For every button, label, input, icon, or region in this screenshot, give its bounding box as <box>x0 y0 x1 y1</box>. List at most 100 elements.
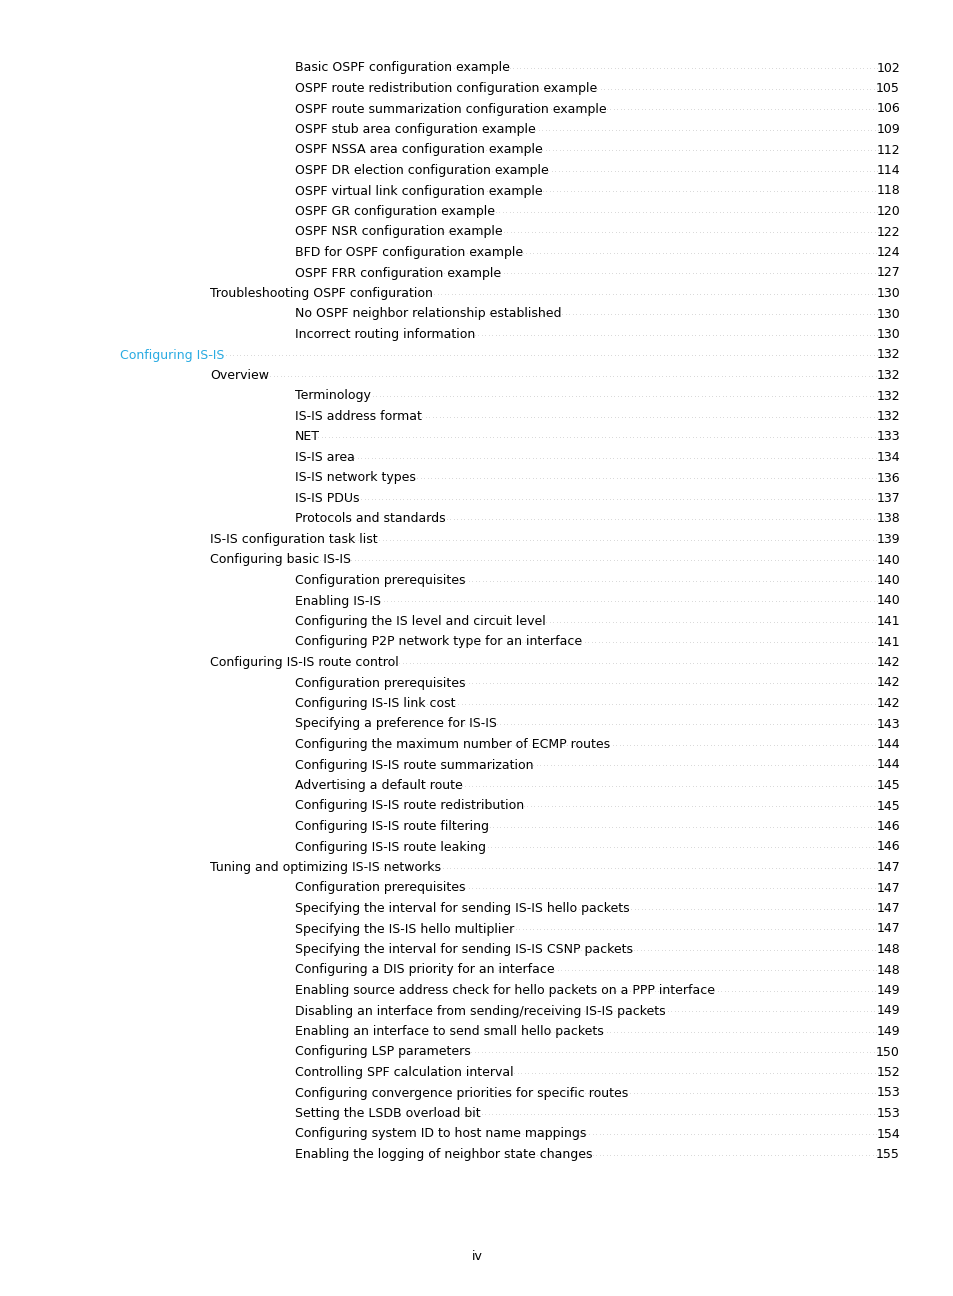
Text: Setting the LSDB overload bit: Setting the LSDB overload bit <box>294 1107 480 1120</box>
Text: Configuring IS-IS route filtering: Configuring IS-IS route filtering <box>294 820 489 833</box>
Text: No OSPF neighbor relationship established: No OSPF neighbor relationship establishe… <box>294 307 561 320</box>
Text: Configuring the IS level and circuit level: Configuring the IS level and circuit lev… <box>294 616 545 629</box>
Text: 144: 144 <box>876 758 899 771</box>
Text: 140: 140 <box>876 595 899 608</box>
Text: 132: 132 <box>876 349 899 362</box>
Text: Configuring IS-IS route leaking: Configuring IS-IS route leaking <box>294 841 485 854</box>
Text: OSPF route summarization configuration example: OSPF route summarization configuration e… <box>294 102 606 115</box>
Text: IS-IS configuration task list: IS-IS configuration task list <box>210 533 377 546</box>
Text: OSPF stub area configuration example: OSPF stub area configuration example <box>294 123 536 136</box>
Text: 102: 102 <box>876 61 899 74</box>
Text: IS-IS PDUs: IS-IS PDUs <box>294 492 359 505</box>
Text: 140: 140 <box>876 553 899 566</box>
Text: OSPF NSSA area configuration example: OSPF NSSA area configuration example <box>294 144 542 157</box>
Text: 155: 155 <box>875 1148 899 1161</box>
Text: Specifying the IS-IS hello multiplier: Specifying the IS-IS hello multiplier <box>294 923 514 936</box>
Text: 145: 145 <box>876 779 899 792</box>
Text: Configuring IS-IS route redistribution: Configuring IS-IS route redistribution <box>294 800 523 813</box>
Text: 147: 147 <box>876 861 899 874</box>
Text: 105: 105 <box>875 82 899 95</box>
Text: 130: 130 <box>876 286 899 299</box>
Text: 138: 138 <box>876 512 899 525</box>
Text: Protocols and standards: Protocols and standards <box>294 512 445 525</box>
Text: 149: 149 <box>876 984 899 997</box>
Text: Enabling source address check for hello packets on a PPP interface: Enabling source address check for hello … <box>294 984 714 997</box>
Text: 148: 148 <box>876 963 899 976</box>
Text: 109: 109 <box>876 123 899 136</box>
Text: 122: 122 <box>876 226 899 238</box>
Text: Configuring convergence priorities for specific routes: Configuring convergence priorities for s… <box>294 1086 628 1099</box>
Text: Configuring P2P network type for an interface: Configuring P2P network type for an inte… <box>294 635 581 648</box>
Text: 137: 137 <box>876 492 899 505</box>
Text: Enabling IS-IS: Enabling IS-IS <box>294 595 380 608</box>
Text: Configuring a DIS priority for an interface: Configuring a DIS priority for an interf… <box>294 963 554 976</box>
Text: 112: 112 <box>876 144 899 157</box>
Text: 132: 132 <box>876 410 899 422</box>
Text: 145: 145 <box>876 800 899 813</box>
Text: 149: 149 <box>876 1004 899 1017</box>
Text: 127: 127 <box>876 267 899 280</box>
Text: 132: 132 <box>876 369 899 382</box>
Text: 124: 124 <box>876 246 899 259</box>
Text: 147: 147 <box>876 881 899 894</box>
Text: 120: 120 <box>876 205 899 218</box>
Text: 146: 146 <box>876 820 899 833</box>
Text: 114: 114 <box>876 165 899 178</box>
Text: 153: 153 <box>876 1107 899 1120</box>
Text: OSPF virtual link configuration example: OSPF virtual link configuration example <box>294 184 542 197</box>
Text: IS-IS network types: IS-IS network types <box>294 472 416 485</box>
Text: Configuration prerequisites: Configuration prerequisites <box>294 881 465 894</box>
Text: Tuning and optimizing IS-IS networks: Tuning and optimizing IS-IS networks <box>210 861 440 874</box>
Text: Overview: Overview <box>210 369 269 382</box>
Text: 132: 132 <box>876 390 899 403</box>
Text: 147: 147 <box>876 902 899 915</box>
Text: 143: 143 <box>876 718 899 731</box>
Text: Configuring IS-IS link cost: Configuring IS-IS link cost <box>294 697 455 710</box>
Text: 142: 142 <box>876 656 899 669</box>
Text: Terminology: Terminology <box>294 390 371 403</box>
Text: 106: 106 <box>876 102 899 115</box>
Text: Configuring IS-IS route control: Configuring IS-IS route control <box>210 656 398 669</box>
Text: 154: 154 <box>876 1128 899 1140</box>
Text: Configuring the maximum number of ECMP routes: Configuring the maximum number of ECMP r… <box>294 737 610 750</box>
Text: OSPF GR configuration example: OSPF GR configuration example <box>294 205 495 218</box>
Text: 136: 136 <box>876 472 899 485</box>
Text: 150: 150 <box>875 1046 899 1059</box>
Text: 146: 146 <box>876 841 899 854</box>
Text: Advertising a default route: Advertising a default route <box>294 779 462 792</box>
Text: Enabling an interface to send small hello packets: Enabling an interface to send small hell… <box>294 1025 603 1038</box>
Text: 149: 149 <box>876 1025 899 1038</box>
Text: 130: 130 <box>876 328 899 341</box>
Text: 134: 134 <box>876 451 899 464</box>
Text: OSPF route redistribution configuration example: OSPF route redistribution configuration … <box>294 82 597 95</box>
Text: 144: 144 <box>876 737 899 750</box>
Text: 148: 148 <box>876 943 899 956</box>
Text: Configuring LSP parameters: Configuring LSP parameters <box>294 1046 470 1059</box>
Text: BFD for OSPF configuration example: BFD for OSPF configuration example <box>294 246 522 259</box>
Text: OSPF DR election configuration example: OSPF DR election configuration example <box>294 165 548 178</box>
Text: Basic OSPF configuration example: Basic OSPF configuration example <box>294 61 509 74</box>
Text: IS-IS area: IS-IS area <box>294 451 355 464</box>
Text: Configuration prerequisites: Configuration prerequisites <box>294 677 465 689</box>
Text: Controlling SPF calculation interval: Controlling SPF calculation interval <box>294 1067 513 1080</box>
Text: 133: 133 <box>876 430 899 443</box>
Text: Configuration prerequisites: Configuration prerequisites <box>294 574 465 587</box>
Text: iv: iv <box>471 1249 482 1262</box>
Text: 153: 153 <box>876 1086 899 1099</box>
Text: 118: 118 <box>876 184 899 197</box>
Text: Specifying the interval for sending IS-IS CSNP packets: Specifying the interval for sending IS-I… <box>294 943 633 956</box>
Text: 152: 152 <box>876 1067 899 1080</box>
Text: 141: 141 <box>876 635 899 648</box>
Text: Troubleshooting OSPF configuration: Troubleshooting OSPF configuration <box>210 286 433 299</box>
Text: IS-IS address format: IS-IS address format <box>294 410 421 422</box>
Text: 142: 142 <box>876 697 899 710</box>
Text: OSPF FRR configuration example: OSPF FRR configuration example <box>294 267 500 280</box>
Text: 140: 140 <box>876 574 899 587</box>
Text: OSPF NSR configuration example: OSPF NSR configuration example <box>294 226 502 238</box>
Text: Configuring system ID to host name mappings: Configuring system ID to host name mappi… <box>294 1128 586 1140</box>
Text: Configuring IS-IS route summarization: Configuring IS-IS route summarization <box>294 758 533 771</box>
Text: Incorrect routing information: Incorrect routing information <box>294 328 475 341</box>
Text: Specifying the interval for sending IS-IS hello packets: Specifying the interval for sending IS-I… <box>294 902 629 915</box>
Text: Enabling the logging of neighbor state changes: Enabling the logging of neighbor state c… <box>294 1148 592 1161</box>
Text: 142: 142 <box>876 677 899 689</box>
